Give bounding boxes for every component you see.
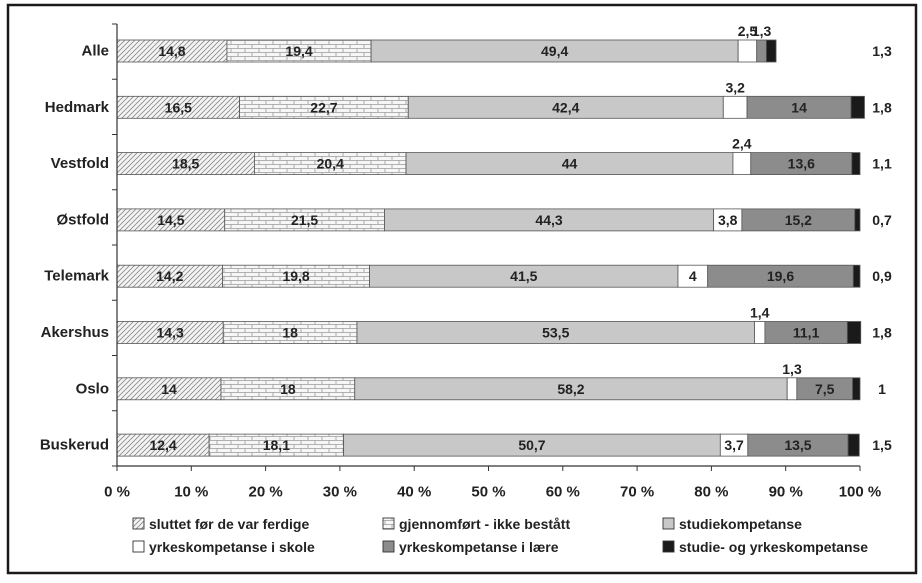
legend-label: yrkeskompetanse i skole <box>149 539 315 555</box>
data-label: 2,4 <box>732 136 752 152</box>
legend-label: gjennomført - ikke bestått <box>399 516 570 532</box>
data-label: 12,4 <box>149 437 176 453</box>
data-label: 18,1 <box>263 437 290 453</box>
legend-swatch <box>383 518 394 529</box>
data-label: 13,6 <box>788 156 815 172</box>
legend-swatch <box>383 541 394 552</box>
data-label: 3,7 <box>724 437 744 453</box>
data-label: 16,5 <box>165 99 192 115</box>
data-label: 1 <box>878 381 886 397</box>
x-tick-label: 100 % <box>839 484 882 501</box>
legend-label: studie- og yrkeskompetanse <box>679 539 868 555</box>
x-tick-label: 40 % <box>397 484 431 501</box>
data-label: 3,2 <box>725 79 745 95</box>
data-label: 0,9 <box>872 268 892 284</box>
bar-segment <box>733 153 751 175</box>
data-label: 49,4 <box>541 43 568 59</box>
data-label: 13,5 <box>784 437 811 453</box>
bar-segment <box>851 96 864 118</box>
category-label: Oslo <box>76 380 109 397</box>
data-label: 42,4 <box>552 99 579 115</box>
data-label: 19,4 <box>285 43 312 59</box>
category-label: Buskerud <box>40 437 109 454</box>
x-tick-label: 60 % <box>546 484 580 501</box>
data-label: 19,8 <box>282 268 309 284</box>
x-tick-label: 20 % <box>248 484 282 501</box>
data-label: 53,5 <box>542 325 569 341</box>
data-label: 44,3 <box>535 212 562 228</box>
legend-label: yrkeskompetanse i lære <box>399 539 559 555</box>
x-tick-label: 50 % <box>471 484 505 501</box>
category-label: Vestfold <box>51 155 109 172</box>
data-label: 41,5 <box>510 268 537 284</box>
data-label: 50,7 <box>518 437 545 453</box>
data-label: 18 <box>280 381 296 397</box>
data-label: 4 <box>689 268 697 284</box>
bar-segment <box>853 265 860 287</box>
bar-segment <box>853 378 860 400</box>
bar-segment <box>847 322 860 344</box>
data-label: 0,7 <box>872 212 892 228</box>
legend-label: studiekompetanse <box>679 516 802 532</box>
legend-swatch <box>133 518 144 529</box>
bar-segment <box>723 96 747 118</box>
bar-segment <box>754 322 764 344</box>
category-label: Østfold <box>57 211 110 228</box>
legend-swatch <box>663 518 674 529</box>
bar-segment <box>766 40 776 62</box>
data-label: 58,2 <box>557 381 584 397</box>
data-label: 1,8 <box>872 325 892 341</box>
data-label: 1,4 <box>750 305 770 321</box>
category-label: Hedmark <box>45 99 110 116</box>
category-label: Akershus <box>41 324 109 341</box>
bar-segment <box>757 40 767 62</box>
data-label: 1,3 <box>752 23 772 39</box>
category-label: Telemark <box>44 268 109 285</box>
data-label: 14,5 <box>157 212 184 228</box>
bar-segment <box>848 434 859 456</box>
data-label: 44 <box>562 156 578 172</box>
data-label: 14 <box>161 381 177 397</box>
legend-label: sluttet før de var ferdige <box>149 516 309 532</box>
data-label: 14,3 <box>156 325 183 341</box>
data-label: 19,6 <box>767 268 794 284</box>
data-label: 1,3 <box>782 361 802 377</box>
data-label: 21,5 <box>291 212 318 228</box>
data-label: 22,7 <box>310 99 337 115</box>
data-label: 18 <box>282 325 298 341</box>
data-label: 14,2 <box>156 268 183 284</box>
x-tick-label: 70 % <box>620 484 654 501</box>
bar-segment <box>738 40 757 62</box>
x-tick-label: 0 % <box>104 484 130 501</box>
data-label: 7,5 <box>815 381 835 397</box>
bar-segment <box>787 378 797 400</box>
data-label: 3,8 <box>718 212 738 228</box>
data-label: 20,4 <box>317 156 344 172</box>
data-label: 1,5 <box>872 437 892 453</box>
x-tick-label: 90 % <box>769 484 803 501</box>
legend-swatch <box>663 541 674 552</box>
data-label: 14 <box>791 99 807 115</box>
legend-swatch <box>133 541 144 552</box>
data-label: 1,1 <box>872 156 892 172</box>
data-label: 1,8 <box>872 99 892 115</box>
data-label: 1,3 <box>872 43 892 59</box>
x-tick-label: 30 % <box>323 484 357 501</box>
bar-segment <box>855 209 860 231</box>
x-tick-label: 10 % <box>174 484 208 501</box>
x-tick-label: 80 % <box>694 484 728 501</box>
data-label: 14,8 <box>158 43 185 59</box>
category-label: Alle <box>81 43 109 60</box>
data-label: 11,1 <box>793 325 820 341</box>
data-label: 15,2 <box>785 212 812 228</box>
data-label: 18,5 <box>172 156 199 172</box>
bar-segment <box>852 153 860 175</box>
